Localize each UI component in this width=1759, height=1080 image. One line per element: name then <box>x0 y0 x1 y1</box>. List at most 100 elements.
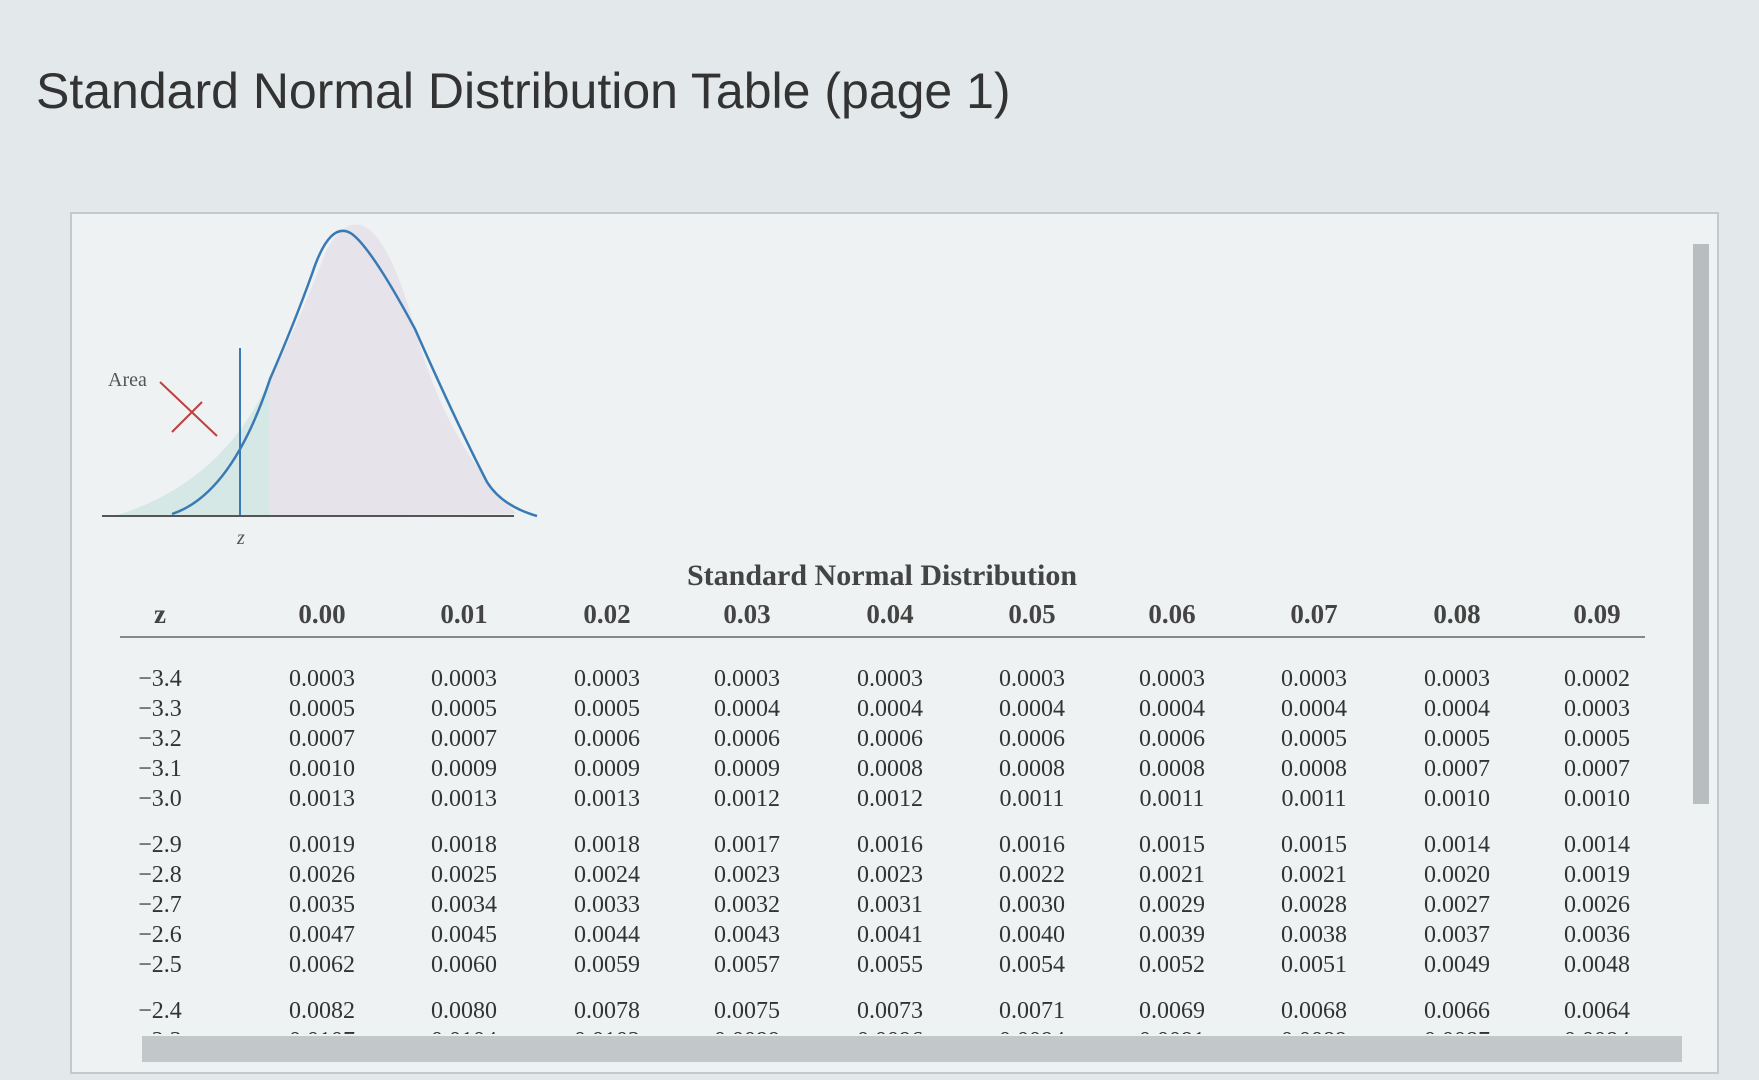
probability: 0.0010 <box>1424 786 1490 812</box>
horizontal-scrollbar[interactable] <box>142 1036 1682 1062</box>
probability: 0.0016 <box>999 832 1065 858</box>
column-header: 0.06 <box>1148 599 1196 629</box>
probability: 0.0022 <box>999 862 1065 888</box>
header-rule <box>120 636 1645 638</box>
probability: 0.0008 <box>1281 756 1347 782</box>
probability: 0.0037 <box>1424 922 1490 948</box>
area-pointer <box>159 381 218 437</box>
probability: 0.0009 <box>574 756 640 782</box>
probability: 0.0014 <box>1424 832 1490 858</box>
probability: 0.0071 <box>999 998 1065 1024</box>
probability: 0.0078 <box>574 998 640 1024</box>
tail-area <box>114 379 270 516</box>
probability: 0.0003 <box>999 666 1065 692</box>
probability: 0.0009 <box>714 756 780 782</box>
table-panel: Area z Standard Normal Distribution z 0.0… <box>70 212 1719 1074</box>
probability: 0.0020 <box>1424 862 1490 888</box>
probability: 0.0018 <box>431 832 497 858</box>
column-header: z <box>154 599 166 629</box>
page-title: Standard Normal Distribution Table (page… <box>36 63 1011 119</box>
probability: 0.0059 <box>574 952 640 978</box>
probability: 0.0091 <box>1139 1028 1205 1034</box>
probability: 0.0051 <box>1281 952 1347 978</box>
probability: 0.0014 <box>1564 832 1630 858</box>
probability: 0.0035 <box>289 892 355 918</box>
probability: 0.0003 <box>857 666 923 692</box>
area-label: Area <box>108 369 147 391</box>
z-value: −3.2 <box>138 726 182 752</box>
probability: 0.0015 <box>1139 832 1205 858</box>
probability: 0.0017 <box>714 832 780 858</box>
probability: 0.0055 <box>857 952 923 978</box>
table-caption: Standard Normal Distribution <box>687 559 1078 592</box>
probability: 0.0004 <box>1424 696 1490 722</box>
probability: 0.0096 <box>857 1028 923 1034</box>
z-value: −2.5 <box>138 952 182 978</box>
probability: 0.0005 <box>1281 726 1347 752</box>
probability: 0.0066 <box>1424 998 1490 1024</box>
probability: 0.0039 <box>1139 922 1205 948</box>
probability: 0.0007 <box>1564 756 1630 782</box>
probability: 0.0023 <box>857 862 923 888</box>
probability: 0.0094 <box>999 1028 1065 1034</box>
probability: 0.0064 <box>1564 998 1630 1024</box>
probability: 0.0052 <box>1139 952 1205 978</box>
probability: 0.0013 <box>289 786 355 812</box>
probability: 0.0023 <box>714 862 780 888</box>
vertical-scrollbar[interactable] <box>1693 244 1709 804</box>
probability: 0.0003 <box>289 666 355 692</box>
probability: 0.0010 <box>289 756 355 782</box>
probability: 0.0012 <box>857 786 923 812</box>
probability: 0.0060 <box>431 952 497 978</box>
probability: 0.0015 <box>1281 832 1347 858</box>
column-header: 0.03 <box>723 599 771 629</box>
probability: 0.0003 <box>1564 696 1630 722</box>
probability: 0.0003 <box>431 666 497 692</box>
probability: 0.0003 <box>1281 666 1347 692</box>
probability: 0.0041 <box>857 922 923 948</box>
column-header: 0.02 <box>583 599 631 629</box>
probability: 0.0011 <box>1139 786 1205 812</box>
probability: 0.0006 <box>857 726 923 752</box>
probability: 0.0011 <box>999 786 1065 812</box>
probability: 0.0004 <box>1281 696 1347 722</box>
probability: 0.0028 <box>1281 892 1347 918</box>
z-value: −2.9 <box>138 832 182 858</box>
probability: 0.0026 <box>289 862 355 888</box>
probability: 0.0018 <box>574 832 640 858</box>
probability: 0.0025 <box>431 862 497 888</box>
probability: 0.0007 <box>1424 756 1490 782</box>
probability: 0.0034 <box>431 892 497 918</box>
probability: 0.0049 <box>1424 952 1490 978</box>
z-value: −3.3 <box>138 696 182 722</box>
column-header: 0.09 <box>1573 599 1621 629</box>
probability: 0.0006 <box>574 726 640 752</box>
probability: 0.0004 <box>714 696 780 722</box>
probability: 0.0002 <box>1564 666 1630 692</box>
probability: 0.0054 <box>999 952 1065 978</box>
probability: 0.0005 <box>289 696 355 722</box>
probability: 0.0075 <box>714 998 780 1024</box>
z-value: −3.1 <box>138 756 182 782</box>
probability: 0.0004 <box>999 696 1065 722</box>
probability: 0.0007 <box>431 726 497 752</box>
column-header: 0.08 <box>1433 599 1481 629</box>
column-header: 0.05 <box>1008 599 1056 629</box>
z-label: z <box>236 527 245 549</box>
probability: 0.0027 <box>1424 892 1490 918</box>
probability: 0.0073 <box>857 998 923 1024</box>
z-value: −3.4 <box>138 666 182 692</box>
probability: 0.0016 <box>857 832 923 858</box>
z-value: −2.7 <box>138 892 182 918</box>
normal-curve-figure: Area z <box>102 224 538 549</box>
area-pointer <box>171 401 203 433</box>
probability: 0.0084 <box>1564 1028 1630 1034</box>
probability: 0.0062 <box>289 952 355 978</box>
probability: 0.0003 <box>1424 666 1490 692</box>
probability: 0.0011 <box>1281 786 1347 812</box>
probability: 0.0107 <box>289 1028 355 1034</box>
probability: 0.0005 <box>431 696 497 722</box>
shaded-area <box>270 224 517 517</box>
probability: 0.0006 <box>999 726 1065 752</box>
